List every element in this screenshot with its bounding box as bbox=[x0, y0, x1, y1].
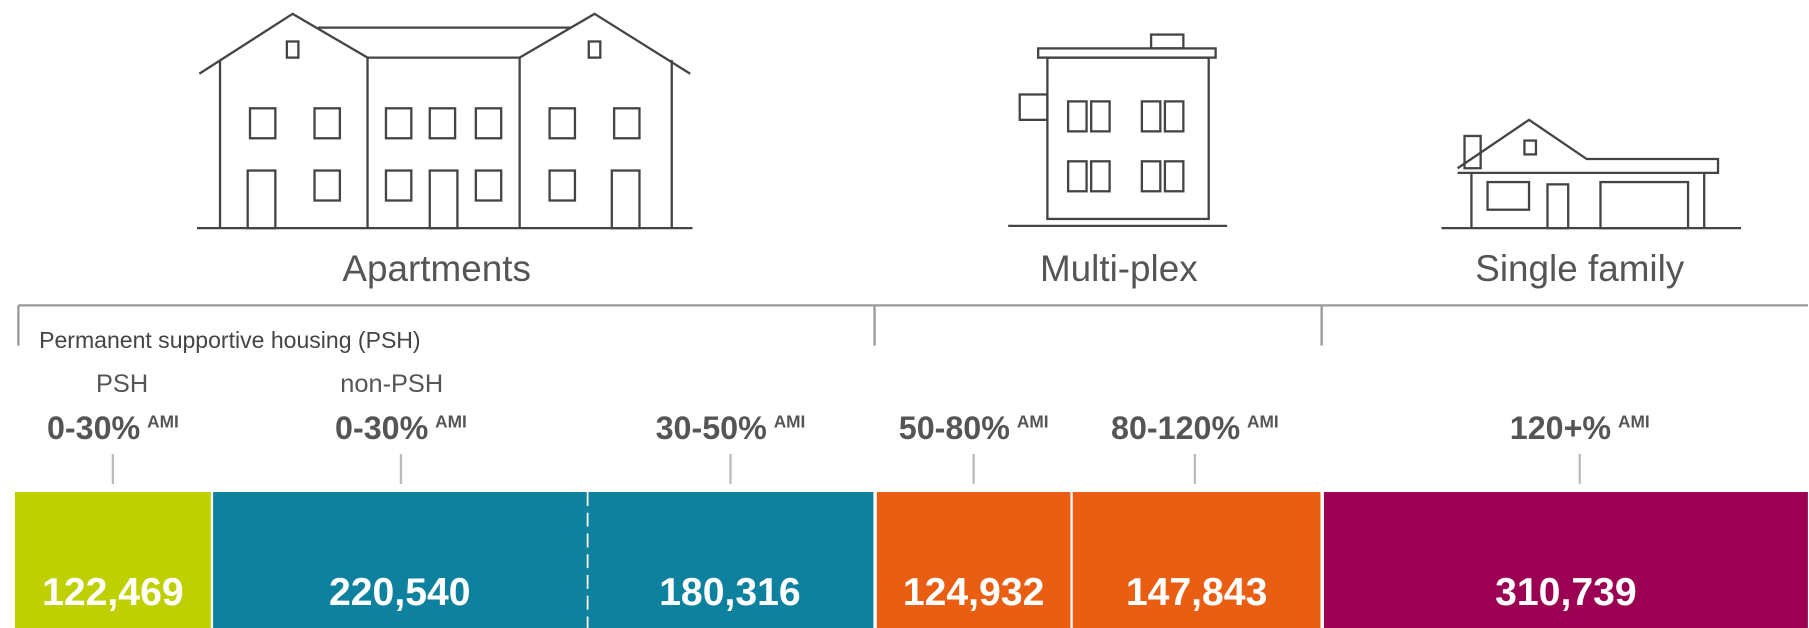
sublabel: non-PSH bbox=[340, 370, 443, 398]
segment-value: 220,540 bbox=[329, 571, 471, 614]
segment-value: 310,739 bbox=[1495, 571, 1637, 614]
segment-bar bbox=[213, 492, 587, 628]
segment-value: 180,316 bbox=[659, 571, 801, 614]
range: 80-120% bbox=[1111, 410, 1240, 446]
range-label: 30-50% AMI bbox=[656, 410, 806, 446]
segment-value: 147,843 bbox=[1126, 571, 1268, 614]
range: 50-80% bbox=[899, 410, 1010, 446]
group-label: Multi-plex bbox=[1040, 248, 1198, 289]
unit: AMI bbox=[774, 412, 806, 432]
range: 120+% bbox=[1510, 410, 1611, 446]
range: 0-30% bbox=[335, 410, 428, 446]
segment-bar bbox=[14, 492, 211, 628]
unit: AMI bbox=[1017, 412, 1049, 432]
segment-value: 124,932 bbox=[903, 571, 1045, 614]
segment-value: 122,469 bbox=[42, 571, 184, 614]
single-family-icon bbox=[1441, 118, 1742, 230]
unit: AMI bbox=[1247, 412, 1279, 432]
segment-bar bbox=[586, 492, 874, 628]
segment-bar bbox=[1323, 492, 1808, 628]
unit: AMI bbox=[435, 412, 467, 432]
range-label: 0-30% AMI bbox=[335, 410, 467, 446]
range-label: 50-80% AMI bbox=[899, 410, 1049, 446]
range-label: 0-30% AMI bbox=[47, 410, 179, 446]
segment-bar bbox=[1072, 492, 1321, 628]
multiplex-icon bbox=[1008, 33, 1228, 228]
psh-note: Permanent supportive housing (PSH) bbox=[39, 327, 421, 353]
range-label: 80-120% AMI bbox=[1111, 410, 1279, 446]
segment-bar bbox=[876, 492, 1071, 628]
group-label: Single family bbox=[1475, 248, 1685, 289]
range: 0-30% bbox=[47, 410, 140, 446]
group-label: Apartments bbox=[342, 248, 530, 289]
apartments-icon bbox=[196, 12, 693, 230]
brackets bbox=[17, 304, 1808, 346]
range-label: 120+% AMI bbox=[1510, 410, 1650, 446]
unit: AMI bbox=[1618, 412, 1650, 432]
unit: AMI bbox=[147, 412, 179, 432]
range: 30-50% bbox=[656, 410, 767, 446]
sublabel: PSH bbox=[96, 370, 148, 398]
